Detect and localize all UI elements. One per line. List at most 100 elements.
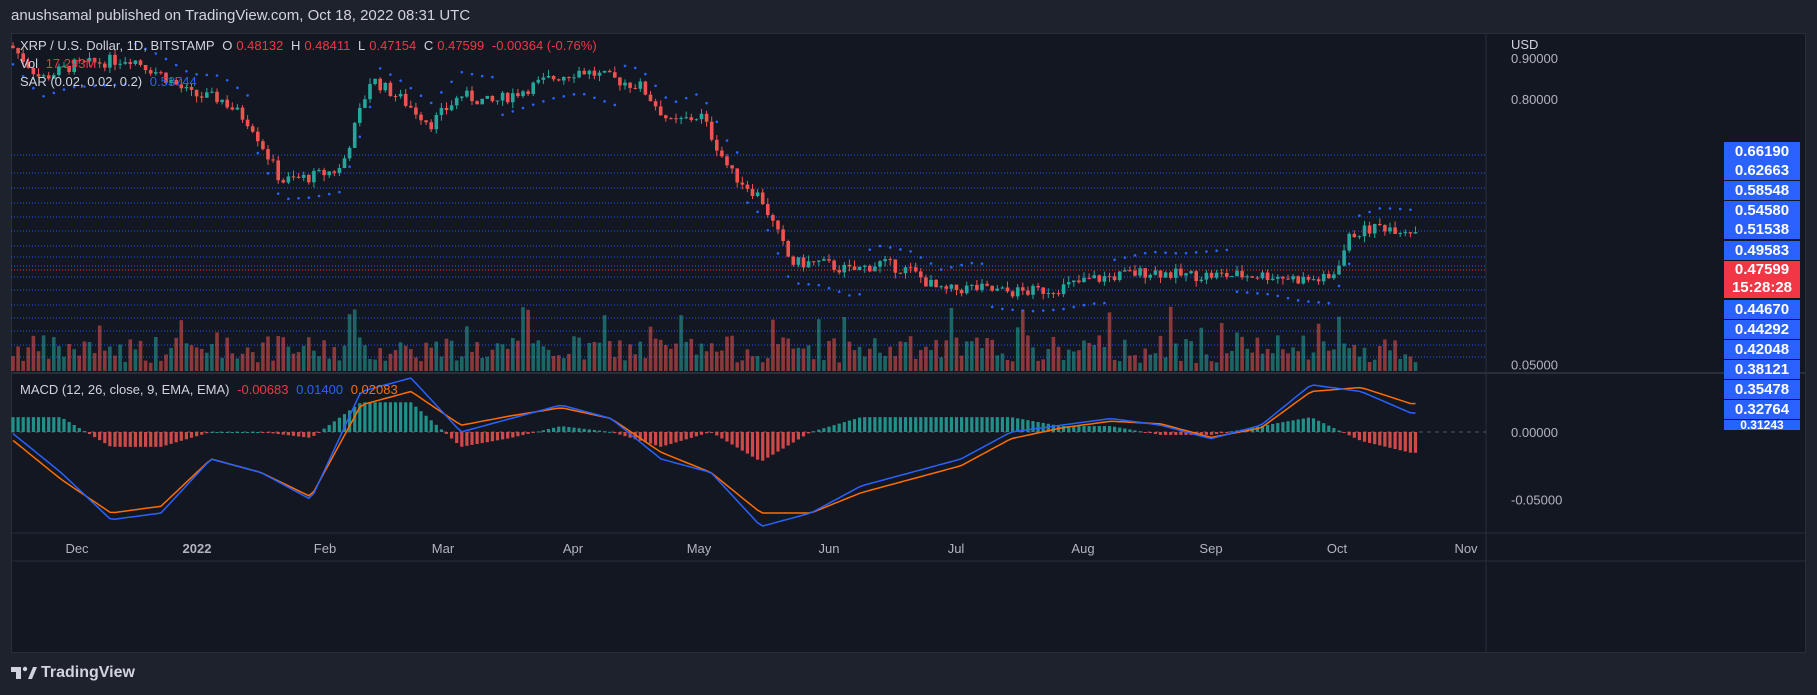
candle-body bbox=[1306, 276, 1311, 280]
volume-bar bbox=[1230, 350, 1234, 371]
macd-hist-bar bbox=[47, 417, 51, 432]
macd-hist-bar bbox=[975, 417, 979, 432]
candle-body bbox=[776, 220, 780, 230]
volume-bar bbox=[240, 353, 245, 371]
macd-hist-bar bbox=[327, 424, 331, 432]
candle-body bbox=[556, 79, 561, 81]
candle-body bbox=[184, 87, 189, 89]
volume-bar bbox=[1123, 339, 1127, 371]
candle-body bbox=[1260, 272, 1265, 279]
volume-bar bbox=[796, 347, 801, 371]
macd-hist-bar bbox=[1113, 426, 1117, 432]
macd-hist-bar bbox=[1199, 432, 1203, 435]
volume-bar bbox=[184, 343, 189, 371]
macd-hist-bar bbox=[271, 432, 275, 434]
volume-bar bbox=[562, 358, 566, 371]
candle-body bbox=[31, 67, 36, 75]
symbol-title[interactable]: XRP / U.S. Dollar, 1D, BITSTAMP bbox=[20, 38, 215, 53]
volume-bar bbox=[245, 347, 250, 371]
macd-hist-bar bbox=[1051, 424, 1055, 432]
volume-bar bbox=[862, 356, 867, 371]
macd-hist-bar bbox=[322, 428, 326, 432]
volume-bar bbox=[684, 341, 688, 371]
macd-hist-bar bbox=[1276, 423, 1280, 432]
macd-hist-bar bbox=[1281, 422, 1285, 432]
volume-bar bbox=[975, 337, 979, 371]
volume-bar bbox=[128, 339, 133, 371]
macd-hist-bar bbox=[1347, 432, 1351, 436]
macd-hist-bar bbox=[939, 417, 943, 432]
candle-body bbox=[465, 90, 469, 97]
candle-body bbox=[92, 57, 97, 63]
sar-dot bbox=[368, 105, 372, 109]
sar-dot bbox=[582, 92, 586, 96]
sar-dot bbox=[1327, 301, 1331, 305]
volume-bar bbox=[531, 343, 535, 371]
candle-body bbox=[1143, 268, 1147, 278]
x-axis-label: Oct bbox=[1327, 541, 1348, 556]
macd-hist-bar bbox=[659, 432, 663, 447]
candle-body bbox=[1270, 278, 1275, 281]
volume-bar bbox=[154, 336, 158, 371]
sar-dot bbox=[134, 42, 137, 46]
candle-body bbox=[1357, 236, 1362, 238]
volume-bar bbox=[985, 337, 989, 371]
macd-hist-bar bbox=[220, 432, 224, 433]
volume-bar bbox=[725, 336, 729, 371]
sar-dot bbox=[205, 73, 209, 77]
sar-dot bbox=[735, 151, 739, 154]
volume-bar bbox=[225, 337, 229, 371]
price-level-tag: 0.62663 bbox=[1724, 161, 1800, 180]
sar-dot bbox=[246, 94, 249, 97]
candle-body bbox=[363, 99, 367, 108]
candle-body bbox=[883, 259, 887, 262]
tradingview-logo-icon bbox=[11, 666, 37, 679]
close-value: 0.47599 bbox=[437, 38, 485, 53]
candle-body bbox=[781, 229, 785, 242]
sar-dot bbox=[664, 96, 668, 99]
candle-body bbox=[194, 89, 199, 97]
candle-body bbox=[322, 169, 326, 176]
volume-bar bbox=[36, 351, 41, 371]
volume-bar bbox=[307, 337, 311, 371]
candle-body bbox=[1010, 291, 1015, 297]
macd-hist-bar bbox=[725, 432, 729, 442]
volume-bar bbox=[883, 355, 887, 371]
sar-dot bbox=[1072, 305, 1076, 309]
macd-hist-bar bbox=[1067, 426, 1071, 432]
volume-bar bbox=[500, 344, 505, 371]
volume-bar bbox=[470, 351, 474, 371]
sar-dot bbox=[419, 94, 423, 98]
candle-body bbox=[760, 192, 765, 205]
candle-body bbox=[393, 96, 398, 98]
macd-hist-bar bbox=[439, 429, 443, 432]
macd-hist-bar bbox=[873, 417, 877, 432]
macd-hist-bar bbox=[705, 432, 709, 434]
macd-hist-bar bbox=[455, 432, 459, 444]
macd-hist-bar bbox=[501, 432, 505, 440]
macd-hist-bar bbox=[342, 414, 347, 432]
candle-body bbox=[439, 107, 444, 116]
volume-bar bbox=[1265, 348, 1270, 371]
candle-body bbox=[873, 266, 877, 272]
sar-dot bbox=[980, 262, 984, 265]
candle-body bbox=[347, 147, 352, 159]
macd-hist-bar bbox=[546, 429, 551, 432]
macd-hist-bar bbox=[1000, 417, 1004, 432]
candle-body bbox=[342, 158, 347, 169]
macd-hist-bar bbox=[393, 402, 398, 432]
volume-bar bbox=[1015, 327, 1020, 371]
candle-body bbox=[383, 82, 388, 91]
macd-hist-bar bbox=[852, 419, 857, 432]
candle-body bbox=[577, 70, 581, 78]
macd-hist-bar bbox=[1005, 417, 1010, 432]
sar-dot bbox=[378, 67, 382, 70]
macd-hist-bar bbox=[302, 432, 306, 438]
candle-body bbox=[1179, 268, 1183, 276]
volume-bar bbox=[1179, 360, 1183, 371]
candle-body bbox=[811, 261, 816, 263]
volume-bar bbox=[715, 351, 719, 371]
tradingview-footer[interactable]: TradingView bbox=[11, 664, 135, 682]
sar-dot bbox=[868, 248, 872, 251]
